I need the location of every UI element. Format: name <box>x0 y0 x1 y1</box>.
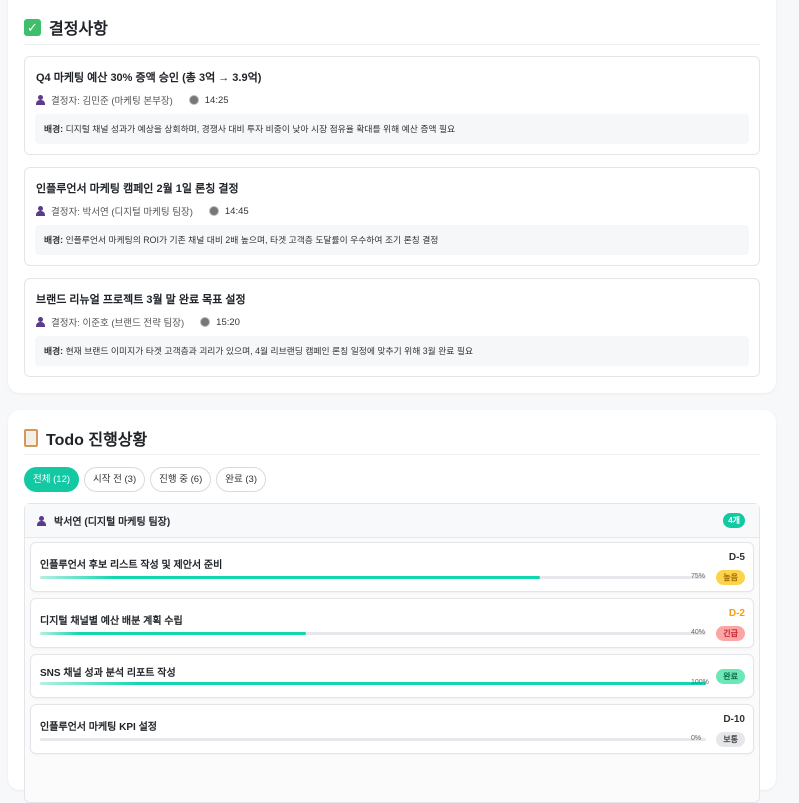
due-date: D-2 <box>728 608 745 619</box>
decision-time: 14:25 <box>204 94 229 106</box>
todo-item[interactable]: 디지털 채널별 예산 배분 계획 수립 D-2 40% 긴급 <box>30 598 754 648</box>
progress-bar <box>40 738 706 741</box>
background-text: 현재 브랜드 이미지가 타겟 고객층과 괴리가 있으며, 4월 리브랜딩 캠페인… <box>65 346 474 356</box>
progress-label: 100% <box>691 679 709 686</box>
decision-time: 15:20 <box>216 316 240 328</box>
group-count-badge: 4개 <box>723 513 745 528</box>
todo-title-text: Todo 진행상황 <box>46 432 148 449</box>
todo-title: 인플루언서 후보 리스트 작성 및 제안서 준비 <box>40 560 223 571</box>
filter-tab[interactable]: 진행 중 (6) <box>150 467 212 492</box>
filter-tab[interactable]: 완료 (3) <box>216 467 266 492</box>
decision-decider: 결정자: 김민준 (마케팅 본부장) <box>51 96 173 107</box>
progress-label: 0% <box>691 735 702 742</box>
decision-background: 배경: 디지털 채널 성과가 예상을 상회하며, 경쟁사 대비 투자 비중이 낮… <box>35 114 749 144</box>
background-label: 배경: <box>44 235 64 245</box>
divider <box>24 44 760 45</box>
progress-label: 40% <box>691 629 706 636</box>
decision-meta: 결정자: 박서연 (디지털 마케팅 팀장) 14:45 <box>36 204 249 218</box>
decision-title: 인플루언서 마케팅 캠페인 2월 1일 론칭 결정 <box>36 183 239 195</box>
decision-title: 브랜드 리뉴얼 프로젝트 3월 말 완료 목표 설정 <box>36 294 246 306</box>
priority-badge: 긴급 <box>716 626 745 641</box>
filter-tabs: 전체 (12) 시작 전 (3) 진행 중 (6) 완료 (3) <box>24 467 266 492</box>
decisions-card: ✓ 결정사항 Q4 마케팅 예산 30% 증액 승인 (총 3억 → 3.9억)… <box>8 0 776 393</box>
priority-badge: 보통 <box>716 732 745 747</box>
clipboard-icon <box>24 429 38 447</box>
filter-tab[interactable]: 전체 (12) <box>24 467 80 492</box>
decision-background: 배경: 현재 브랜드 이미지가 타겟 고객층과 괴리가 있으며, 4월 리브랜딩… <box>35 336 749 366</box>
person-icon <box>37 515 46 526</box>
progress-fill <box>40 576 540 579</box>
decision-background: 배경: 인플루언서 마케팅의 ROI가 기존 채널 대비 2배 높으며, 타겟 … <box>35 225 749 255</box>
background-text: 디지털 채널 성과가 예상을 상회하며, 경쟁사 대비 투자 비중이 낮아 시장… <box>65 124 456 134</box>
person-icon <box>36 317 45 327</box>
background-text: 인플루언서 마케팅의 ROI가 기존 채널 대비 2배 높으며, 타겟 고객층 … <box>65 235 439 245</box>
todo-title: Todo 진행상황 <box>24 426 147 450</box>
due-date: D-5 <box>728 552 745 563</box>
decisions-title: ✓ 결정사항 <box>24 15 108 39</box>
todo-title: SNS 채널 성과 분석 리포트 작성 <box>40 668 176 679</box>
progress-bar <box>40 576 706 579</box>
priority-badge: 높음 <box>716 570 745 585</box>
person-icon <box>36 95 45 105</box>
decision-decider: 결정자: 박서연 (디지털 마케팅 팀장) <box>51 207 193 218</box>
decisions-title-text: 결정사항 <box>49 21 108 38</box>
check-box-icon: ✓ <box>24 18 41 36</box>
decision-item: 브랜드 리뉴얼 프로젝트 3월 말 완료 목표 설정 결정자: 이준호 (브랜드… <box>24 278 760 377</box>
filter-tab[interactable]: 시작 전 (3) <box>84 467 146 492</box>
person-icon <box>36 206 45 216</box>
progress-bar <box>40 682 706 685</box>
background-label: 배경: <box>44 346 64 356</box>
progress-fill <box>40 682 706 685</box>
decision-item: 인플루언서 마케팅 캠페인 2월 1일 론칭 결정 결정자: 박서연 (디지털 … <box>24 167 760 266</box>
todo-group: 박서연 (디지털 마케팅 팀장) 4개 인플루언서 후보 리스트 작성 및 제안… <box>24 503 760 803</box>
todo-item[interactable]: 인플루언서 마케팅 KPI 설정 D-10 0% 보통 <box>30 704 754 754</box>
progress-fill <box>40 632 307 635</box>
due-date: D-10 <box>723 714 745 725</box>
todo-card: Todo 진행상황 전체 (12) 시작 전 (3) 진행 중 (6) 완료 (3) … <box>8 410 776 803</box>
decision-time: 14:45 <box>224 205 249 217</box>
todo-title: 디지털 채널별 예산 배분 계획 수립 <box>40 616 183 627</box>
clock-icon <box>188 95 199 105</box>
decision-meta: 결정자: 이준호 (브랜드 전략 팀장) 15:20 <box>36 315 240 329</box>
divider <box>24 454 760 455</box>
group-header[interactable]: 박서연 (디지털 마케팅 팀장) 4개 <box>25 504 759 538</box>
decision-item: Q4 마케팅 예산 30% 증액 승인 (총 3억 → 3.9억) 결정자: 김… <box>24 56 760 155</box>
todo-title: 인플루언서 마케팅 KPI 설정 <box>40 722 158 733</box>
decision-meta: 결정자: 김민준 (마케팅 본부장) 14:25 <box>36 93 229 107</box>
progress-bar <box>40 632 706 635</box>
clock-icon <box>208 206 219 216</box>
todo-item[interactable]: 인플루언서 후보 리스트 작성 및 제안서 준비 D-5 75% 높음 <box>30 542 754 592</box>
decision-decider: 결정자: 이준호 (브랜드 전략 팀장) <box>51 318 185 329</box>
progress-label: 75% <box>691 573 706 580</box>
todo-item[interactable]: SNS 채널 성과 분석 리포트 작성 100% 완료 <box>30 654 754 698</box>
priority-badge: 완료 <box>716 669 745 684</box>
decision-title: Q4 마케팅 예산 30% 증액 승인 (총 3억 → 3.9억) <box>36 72 262 84</box>
background-label: 배경: <box>44 124 64 134</box>
group-owner: 박서연 (디지털 마케팅 팀장) <box>54 517 171 528</box>
clock-icon <box>200 317 211 327</box>
